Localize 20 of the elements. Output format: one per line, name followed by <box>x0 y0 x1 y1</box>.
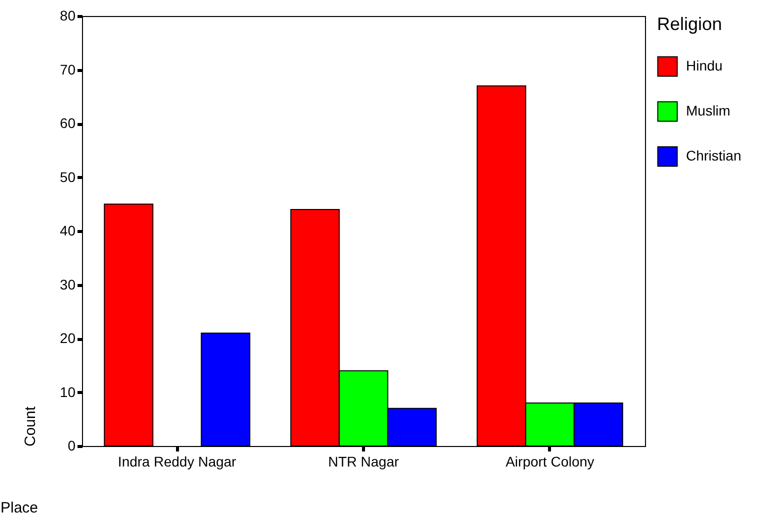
x-tick-label: Airport Colony <box>506 454 594 470</box>
y-tick-label: 0 <box>68 438 76 454</box>
bar <box>200 332 250 446</box>
legend-label: Hindu <box>686 58 723 74</box>
y-tick-label: 10 <box>60 384 76 400</box>
y-tick-label: 50 <box>60 168 76 185</box>
y-axis-title: Count <box>22 406 39 446</box>
bar <box>104 204 154 446</box>
legend-label: Christian <box>686 148 742 164</box>
x-tick-label: NTR Nagar <box>328 454 400 470</box>
y-tick-label: 40 <box>60 222 76 238</box>
y-tick-label: 60 <box>60 115 76 131</box>
y-tick-label: 80 <box>60 8 76 24</box>
y-tick-label: 30 <box>60 276 76 292</box>
y-tick-label: 20 <box>60 330 76 346</box>
x-axis-title: Place <box>0 500 38 516</box>
legend-label: Muslim <box>686 102 730 118</box>
x-tick-label: Indra Reddy Nagar <box>118 454 237 470</box>
legend-title: Religion <box>657 14 722 34</box>
y-tick-label: 70 <box>60 61 76 78</box>
